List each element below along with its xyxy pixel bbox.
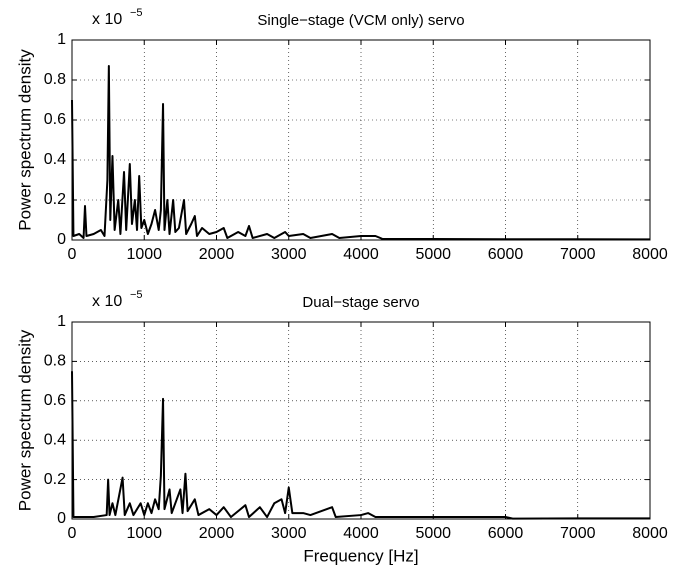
y-multiplier: x 10 [92, 11, 122, 28]
y-tick-label: 0 [57, 231, 66, 248]
y-tick-label: 0.2 [44, 471, 66, 488]
x-tick-label: 7000 [560, 525, 596, 542]
y-axis-label: Power spectrum density [15, 329, 34, 511]
y-multiplier-exponent: −5 [130, 289, 143, 301]
y-tick-label: 0.8 [44, 353, 66, 370]
y-tick-label: 1 [57, 31, 66, 48]
x-axis-label: Frequency [Hz] [303, 546, 418, 565]
chart-title: Single−stage (VCM only) servo [257, 12, 464, 29]
spectrum-line [71, 371, 650, 520]
plot-frame [71, 39, 651, 241]
x-tick-label: 8000 [632, 246, 668, 263]
x-tick-label: 7000 [560, 246, 596, 263]
plot-frame [71, 321, 651, 520]
y-tick-label: 1 [57, 313, 66, 330]
y-tick-label: 0.4 [44, 151, 66, 168]
y-tick-label: 0.8 [44, 71, 66, 88]
x-tick-label: 6000 [488, 246, 524, 263]
chart-title: Dual−stage servo [302, 294, 419, 311]
y-tick-label: 0.2 [44, 191, 66, 208]
x-tick-label: 6000 [488, 525, 524, 542]
y-tick-label: 0.6 [44, 111, 66, 128]
x-tick-label: 4000 [343, 246, 379, 263]
y-tick-label: 0.4 [44, 431, 66, 448]
x-tick-label: 1000 [126, 246, 162, 263]
x-tick-label: 1000 [126, 525, 162, 542]
x-tick-label: 0 [68, 525, 77, 542]
y-multiplier: x 10 [92, 293, 122, 310]
x-tick-label: 5000 [415, 525, 451, 542]
y-tick-label: 0 [57, 510, 66, 527]
x-tick-label: 5000 [415, 246, 451, 263]
spectrum-line [71, 65, 651, 241]
x-tick-label: 4000 [343, 525, 379, 542]
x-tick-label: 8000 [632, 525, 668, 542]
y-axis-label: Power spectrum density [15, 49, 34, 231]
plot-area [72, 322, 650, 519]
y-tick-label: 0.6 [44, 392, 66, 409]
y-multiplier-exponent: −5 [130, 7, 143, 19]
x-tick-label: 3000 [271, 525, 307, 542]
x-tick-label: 0 [68, 246, 77, 263]
x-tick-label: 2000 [199, 525, 235, 542]
x-tick-label: 3000 [271, 246, 307, 263]
x-tick-label: 2000 [199, 246, 235, 263]
